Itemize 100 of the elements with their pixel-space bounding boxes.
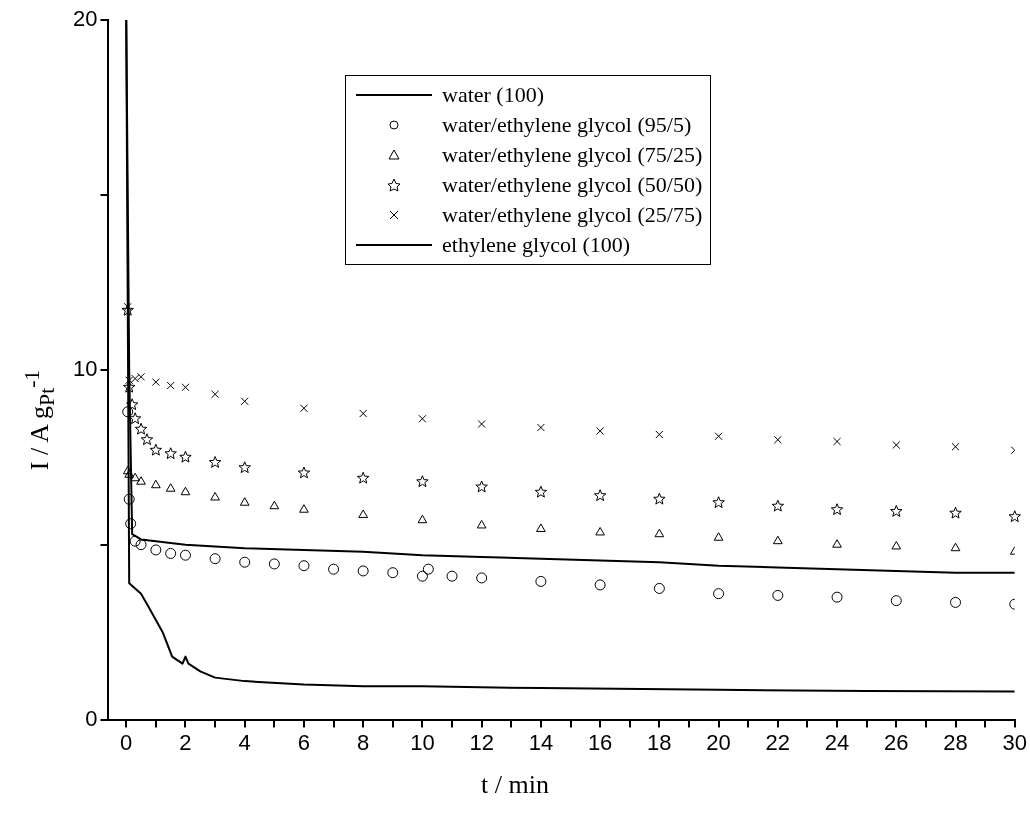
point: [124, 469, 135, 478]
x-tick-label: 2: [179, 729, 192, 755]
point: [210, 491, 220, 501]
point: [151, 378, 160, 387]
point: [713, 532, 724, 541]
point: [773, 535, 783, 545]
point: [653, 492, 666, 505]
point: [950, 542, 961, 552]
point: [298, 560, 310, 572]
point: [297, 466, 311, 479]
x-tick-label: 14: [528, 729, 554, 755]
point: [299, 404, 308, 413]
x-tick-label: 20: [706, 729, 731, 755]
x-tick-label: 28: [943, 729, 968, 755]
point: [180, 486, 191, 496]
x-tick-label: 22: [765, 729, 791, 755]
y-tick-label: 10: [72, 355, 98, 381]
point: [299, 504, 309, 513]
point: [892, 440, 901, 450]
point: [240, 397, 249, 406]
point: [125, 518, 137, 530]
point: [359, 409, 368, 418]
point: [949, 506, 962, 519]
point: [238, 461, 251, 474]
point: [151, 479, 161, 489]
point: [135, 539, 147, 551]
point: [239, 556, 251, 568]
point: [179, 549, 191, 561]
legend-label: water (100): [442, 82, 545, 108]
point: [536, 423, 545, 432]
point: [832, 539, 842, 548]
point: [418, 414, 427, 423]
point: [134, 422, 148, 435]
x-tick-label: 4: [238, 729, 251, 755]
point: [833, 437, 842, 446]
point: [149, 443, 163, 456]
point: [136, 476, 146, 485]
point: [476, 519, 487, 529]
point: [593, 489, 607, 502]
point: [165, 483, 176, 492]
x-tick-label: 0: [120, 729, 133, 755]
point: [123, 302, 132, 311]
x-tick-label: 26: [884, 729, 909, 755]
point: [713, 588, 725, 600]
point: [140, 433, 154, 446]
point: [166, 381, 175, 390]
point: [772, 589, 784, 601]
point: [477, 419, 486, 429]
point: [179, 450, 192, 463]
x-tick-label: 18: [647, 729, 672, 755]
point: [446, 570, 458, 582]
point: [122, 465, 133, 475]
point: [328, 563, 340, 575]
point: [890, 595, 902, 607]
point: [950, 596, 962, 608]
y-tick-label: 20: [72, 6, 98, 32]
point: [655, 430, 664, 439]
point: [122, 406, 134, 418]
point: [137, 372, 146, 381]
legend-label: ethylene glycol (100): [442, 232, 631, 258]
point: [130, 472, 140, 482]
point: [476, 572, 488, 584]
point: [714, 432, 723, 441]
point: [416, 475, 429, 488]
point: [181, 383, 190, 392]
point: [422, 563, 434, 575]
point: [131, 374, 140, 383]
x-axis-title: t / min: [480, 770, 550, 800]
x-tick-label: 12: [469, 729, 494, 755]
point: [129, 535, 141, 547]
legend-label: water/ethylene glycol (25/75): [442, 202, 703, 228]
point: [268, 558, 280, 570]
point: [594, 579, 606, 591]
point: [830, 503, 844, 516]
y-tick-label: 0: [85, 705, 98, 731]
point: [534, 485, 548, 498]
point: [387, 567, 399, 579]
x-tick-label: 24: [824, 729, 850, 755]
point: [164, 447, 177, 460]
point: [831, 591, 843, 603]
point: [536, 523, 546, 532]
point: [416, 570, 428, 582]
point: [125, 398, 139, 411]
point: [771, 499, 785, 512]
x-tick-label: 6: [297, 729, 311, 755]
point: [417, 514, 428, 524]
point: [125, 376, 134, 385]
point: [211, 390, 220, 399]
point: [475, 480, 488, 493]
point: [165, 547, 177, 559]
legend-label: water/ethylene glycol (75/25): [442, 142, 703, 168]
x-tick-label: 16: [587, 729, 613, 755]
x-tick-label: 30: [1002, 729, 1028, 755]
point: [891, 540, 902, 550]
point: [596, 426, 605, 436]
legend-label: water/ethylene glycol (95/5): [442, 112, 692, 138]
point: [654, 528, 665, 538]
point: [773, 435, 782, 444]
point: [890, 504, 903, 517]
point: [712, 496, 725, 509]
